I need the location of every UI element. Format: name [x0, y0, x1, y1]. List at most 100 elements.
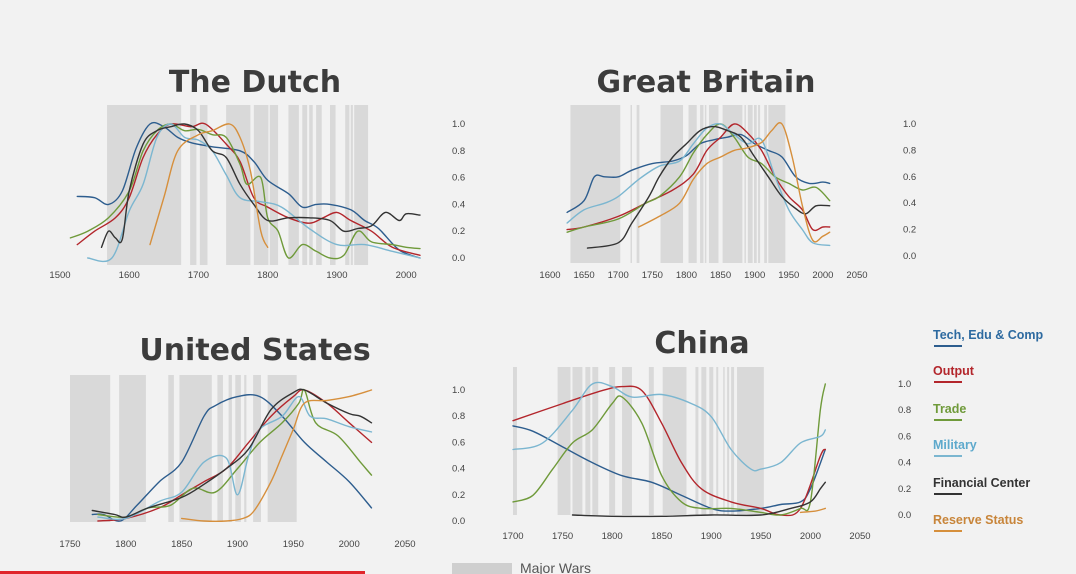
series-line-financial-center [571, 481, 826, 518]
x-tick-label: 1600 [539, 270, 560, 281]
chart-the-dutch: The Dutch 1500 1600 1700 1800 1900 2000 1.0 0.8 0… [49, 65, 465, 281]
war-band [345, 105, 350, 265]
x-tick-label: 2050 [846, 270, 867, 281]
series-line-military [512, 381, 826, 472]
war-band [228, 375, 232, 522]
series-line-trade [97, 388, 373, 519]
war-band [226, 105, 251, 265]
series-line-tech-edu-comp [512, 425, 826, 512]
war-band [316, 105, 322, 265]
war-band [700, 105, 704, 263]
chart-title: China [654, 326, 749, 361]
chart-united-states: United States 1750 1800 1850 1900 1950 2000 205… [59, 333, 465, 550]
war-band [723, 367, 725, 515]
series-line-reserve-status [181, 389, 373, 522]
legend-label-reserve-status: Reserve Status [933, 513, 1023, 527]
war-band [709, 367, 714, 515]
series-legend: Tech, Edu & Comp Output Trade Military Finan… [933, 328, 1044, 532]
war-band [744, 105, 746, 263]
war-band [570, 105, 621, 263]
legend-swatch-tech-edu-comp [934, 345, 962, 347]
war-band [302, 105, 308, 265]
y-tick-label: 0.0 [452, 516, 465, 527]
x-tick-label: 1950 [283, 539, 304, 550]
x-tick-label: 1700 [608, 270, 629, 281]
y-tick-label: 0.8 [452, 411, 465, 422]
series-line-output [512, 385, 826, 517]
war-band [630, 105, 633, 263]
y-tick-label: 0.6 [452, 173, 465, 184]
war-band [737, 367, 764, 515]
war-band [168, 375, 174, 522]
war-band [753, 105, 757, 263]
war-band [727, 367, 730, 515]
x-tick-label: 2000 [396, 270, 417, 281]
x-tick-label: 1850 [651, 531, 672, 542]
war-band [764, 105, 767, 263]
war-band [701, 367, 707, 515]
x-tick-label: 2000 [812, 270, 833, 281]
chart-title: The Dutch [169, 65, 341, 100]
series-line-trade [69, 123, 421, 260]
y-tick-label: 0.6 [452, 437, 465, 448]
chart-title: Great Britain [597, 65, 816, 100]
y-tick-label: 0.4 [452, 464, 465, 475]
series-line-financial-center [586, 125, 831, 249]
war-band [244, 375, 247, 522]
y-tick-label: 0.2 [452, 226, 465, 237]
war-band [350, 105, 353, 265]
major-wars-swatch [452, 563, 512, 574]
y-tick-label: 0.0 [898, 510, 911, 521]
war-band [217, 375, 223, 522]
legend-label-military: Military [933, 438, 977, 452]
x-tick-label: 1850 [710, 270, 731, 281]
y-tick-label: 0.8 [903, 145, 916, 156]
war-band [330, 105, 336, 265]
war-band [636, 105, 640, 263]
y-tick-label: 0.6 [898, 431, 911, 442]
series-line-reserve-status [799, 507, 826, 514]
y-tick-label: 0.2 [903, 225, 916, 236]
video-progress-bar[interactable] [0, 571, 365, 574]
series-line-military [87, 123, 421, 263]
y-tick-label: 0.2 [452, 490, 465, 501]
war-band [235, 375, 241, 522]
x-tick-label: 1750 [642, 270, 663, 281]
x-tick-label: 1800 [602, 531, 623, 542]
war-band [758, 105, 761, 263]
series-line-financial-center [91, 388, 373, 519]
x-tick-label: 1900 [326, 270, 347, 281]
war-band [662, 367, 687, 515]
series-line-tech-edu-comp [566, 133, 831, 214]
war-band [585, 367, 591, 515]
x-tick-label: 2050 [394, 539, 415, 550]
war-band [70, 375, 111, 522]
x-tick-label: 1700 [502, 531, 523, 542]
y-tick-label: 0.6 [903, 172, 916, 183]
war-band [309, 105, 313, 265]
legend-swatch-financial-center [934, 493, 962, 495]
x-tick-label: 1800 [676, 270, 697, 281]
war-band [722, 105, 743, 263]
war-band [708, 105, 719, 263]
war-band [660, 105, 684, 263]
war-band [253, 375, 261, 522]
y-tick-label: 0.8 [452, 146, 465, 157]
war-band [557, 367, 571, 515]
x-tick-label: 1850 [171, 539, 192, 550]
war-band [747, 105, 753, 263]
war-band [513, 367, 517, 515]
y-tick-label: 0.4 [452, 199, 465, 210]
chart-china: China 1700 1750 1800 1850 1900 1950 2000 2050 1.0… [502, 326, 911, 542]
chart-great-britain: Great Britain 1600 1650 1700 1750 1800 1850 190… [539, 65, 916, 281]
war-band [622, 367, 632, 515]
war-band [190, 105, 197, 265]
war-band [572, 367, 583, 515]
x-tick-label: 1600 [119, 270, 140, 281]
y-tick-label: 0.8 [898, 405, 911, 416]
war-bands [570, 105, 786, 263]
x-tick-label: 1750 [59, 539, 80, 550]
y-tick-label: 0.2 [898, 484, 911, 495]
x-tick-label: 1900 [744, 270, 765, 281]
